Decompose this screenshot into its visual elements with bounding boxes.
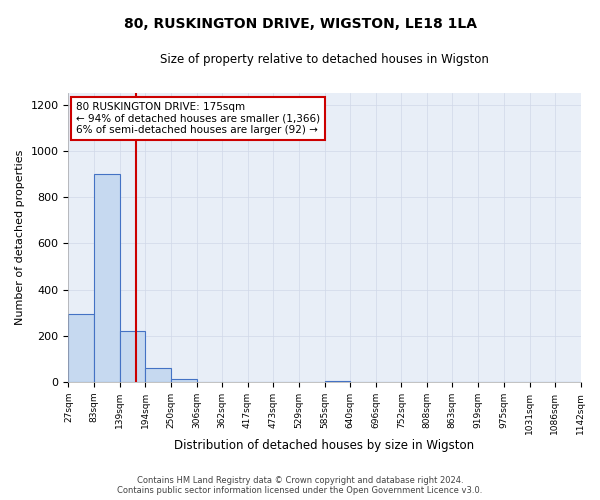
Y-axis label: Number of detached properties: Number of detached properties bbox=[15, 150, 25, 326]
Title: Size of property relative to detached houses in Wigston: Size of property relative to detached ho… bbox=[160, 52, 489, 66]
Text: 80 RUSKINGTON DRIVE: 175sqm
← 94% of detached houses are smaller (1,366)
6% of s: 80 RUSKINGTON DRIVE: 175sqm ← 94% of det… bbox=[76, 102, 320, 135]
Text: Contains HM Land Registry data © Crown copyright and database right 2024.
Contai: Contains HM Land Registry data © Crown c… bbox=[118, 476, 482, 495]
Bar bbox=[325, 381, 350, 382]
Bar bbox=[120, 331, 145, 382]
Bar bbox=[171, 378, 197, 382]
Bar bbox=[94, 174, 120, 382]
Text: 80, RUSKINGTON DRIVE, WIGSTON, LE18 1LA: 80, RUSKINGTON DRIVE, WIGSTON, LE18 1LA bbox=[124, 18, 476, 32]
Bar bbox=[68, 314, 94, 382]
X-axis label: Distribution of detached houses by size in Wigston: Distribution of detached houses by size … bbox=[175, 440, 475, 452]
Bar bbox=[145, 368, 171, 382]
